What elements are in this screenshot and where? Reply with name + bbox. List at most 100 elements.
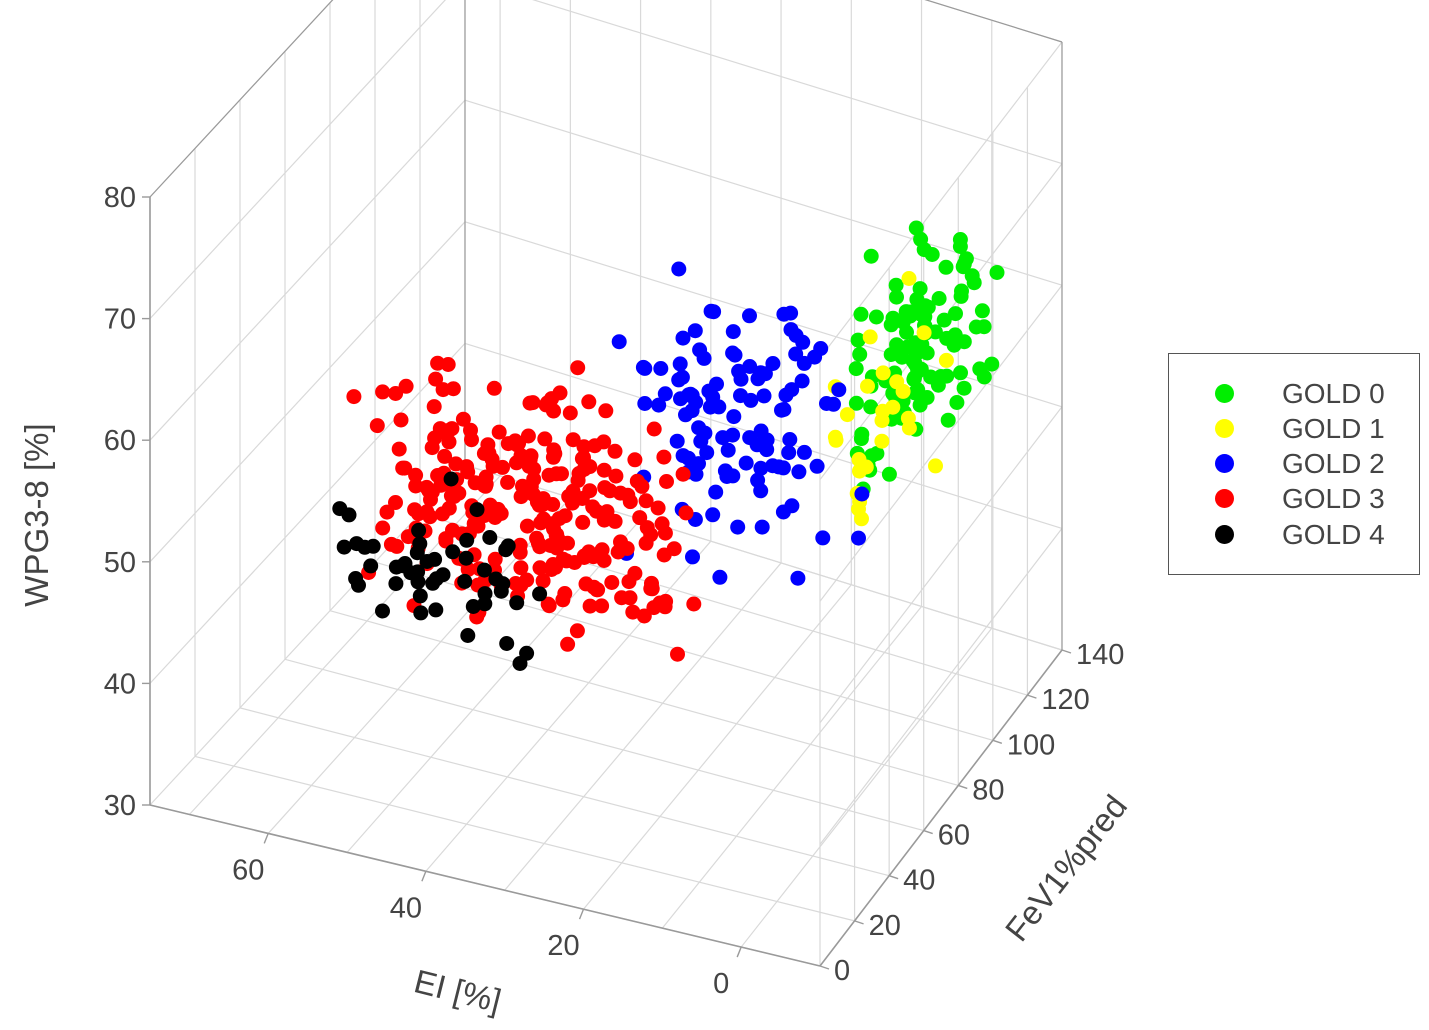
y-tick-mark <box>1027 694 1037 699</box>
data-point-gold-0 <box>974 303 990 319</box>
data-point-gold-0 <box>853 431 869 447</box>
axis-lines <box>149 0 1063 967</box>
data-point-gold-3 <box>407 502 423 518</box>
box-edge <box>924 0 1063 43</box>
data-point-gold-3 <box>445 522 460 538</box>
back-wall-grid-line <box>532 0 1063 165</box>
legend-marker-gold-2 <box>1215 454 1234 473</box>
data-point-gold-2 <box>685 549 700 565</box>
data-point-gold-1 <box>875 365 891 381</box>
y-tick-label: 0 <box>834 955 850 987</box>
data-point-gold-3 <box>441 434 457 450</box>
data-point-gold-3 <box>379 504 395 520</box>
data-point-gold-0 <box>885 310 901 326</box>
side-wall-grid-line <box>149 221 466 563</box>
data-point-gold-2 <box>733 371 749 387</box>
data-point-gold-2 <box>742 308 757 324</box>
data-point-gold-1 <box>858 459 874 475</box>
data-point-gold-3 <box>576 461 592 477</box>
data-point-gold-0 <box>868 309 884 325</box>
data-point-gold-1 <box>901 271 917 286</box>
data-point-gold-4 <box>460 628 476 643</box>
data-point-gold-3 <box>513 489 529 505</box>
data-point-gold-3 <box>428 371 444 387</box>
side-wall-grid-line <box>819 406 1063 724</box>
data-point-gold-4 <box>477 596 493 612</box>
data-point-gold-3 <box>491 424 507 440</box>
data-point-gold-2 <box>754 519 770 535</box>
data-point-gold-0 <box>989 265 1005 280</box>
side-wall-grid-line <box>819 41 1063 359</box>
data-point-gold-3 <box>532 560 548 576</box>
z-tick-label: 50 <box>104 547 136 579</box>
floor-grid-line <box>504 562 782 891</box>
data-point-gold-2 <box>691 420 707 436</box>
data-point-gold-2 <box>611 334 627 350</box>
data-point-gold-3 <box>437 448 453 464</box>
data-point-gold-0 <box>908 220 924 236</box>
data-point-gold-3 <box>582 483 598 499</box>
y-axis-title: FeV1%pred <box>998 788 1134 948</box>
z-tick-label: 60 <box>104 425 136 457</box>
data-point-gold-3 <box>625 604 641 620</box>
data-point-gold-3 <box>554 466 569 482</box>
data-point-gold-2 <box>687 323 703 339</box>
legend-item-gold-2: GOLD 2 <box>1169 446 1421 482</box>
data-point-gold-3 <box>650 500 666 516</box>
data-point-gold-0 <box>984 356 1000 372</box>
data-point-gold-3 <box>675 466 691 482</box>
data-point-gold-2 <box>826 396 841 412</box>
data-point-gold-0 <box>848 361 864 377</box>
y-tick-label: 40 <box>903 865 935 897</box>
data-point-gold-3 <box>537 431 553 447</box>
y-tick-mark <box>923 829 933 835</box>
data-point-gold-0 <box>853 306 869 322</box>
data-point-gold-2 <box>753 483 769 499</box>
data-point-gold-3 <box>627 452 643 468</box>
data-point-gold-2 <box>684 403 700 419</box>
x-tick-label: 0 <box>713 968 729 1000</box>
data-point-gold-3 <box>523 448 539 464</box>
data-point-gold-4 <box>363 558 379 574</box>
legend: GOLD 0 GOLD 1 GOLD 2 GOLD 3 GOLD 4 <box>1168 353 1420 575</box>
x-tick-mark <box>421 871 427 882</box>
data-point-gold-4 <box>465 599 481 614</box>
data-point-gold-3 <box>533 515 549 531</box>
data-point-gold-2 <box>807 349 823 365</box>
legend-label-gold-2: GOLD 2 <box>1282 448 1385 479</box>
data-point-gold-3 <box>438 533 454 549</box>
data-point-gold-3 <box>607 443 623 459</box>
data-point-gold-3 <box>448 456 464 472</box>
data-point-gold-3 <box>678 505 694 521</box>
data-point-gold-3 <box>440 357 456 372</box>
y-tick-mark <box>958 784 968 790</box>
data-point-gold-2 <box>753 460 769 476</box>
y-tick-label: 120 <box>1041 684 1089 716</box>
data-point-gold-3 <box>656 449 672 465</box>
data-point-gold-3 <box>525 486 541 502</box>
y-tick-label: 140 <box>1076 639 1124 671</box>
data-point-gold-4 <box>519 645 535 661</box>
y-tick-label: 20 <box>869 910 901 942</box>
data-point-gold-3 <box>659 474 674 489</box>
x-tick-label: 20 <box>547 930 579 962</box>
data-point-gold-4 <box>458 550 474 566</box>
data-point-gold-1 <box>862 329 878 345</box>
data-point-gold-3 <box>644 581 660 597</box>
data-point-gold-3 <box>519 518 535 534</box>
data-point-gold-4 <box>428 602 444 618</box>
data-point-gold-4 <box>357 539 373 555</box>
data-point-gold-3 <box>632 510 648 526</box>
data-point-gold-3 <box>562 405 578 421</box>
data-point-gold-3 <box>590 582 606 598</box>
data-point-gold-0 <box>888 277 904 293</box>
legend-marker-gold-3 <box>1215 489 1234 508</box>
data-point-gold-2 <box>795 334 811 350</box>
floor-grid-line <box>194 755 855 922</box>
data-point-gold-3 <box>513 560 529 576</box>
data-point-gold-3 <box>638 493 654 509</box>
data-point-gold-2 <box>831 382 847 398</box>
data-point-gold-1 <box>916 325 932 341</box>
data-point-gold-4 <box>469 502 485 518</box>
data-point-gold-2 <box>726 409 742 425</box>
